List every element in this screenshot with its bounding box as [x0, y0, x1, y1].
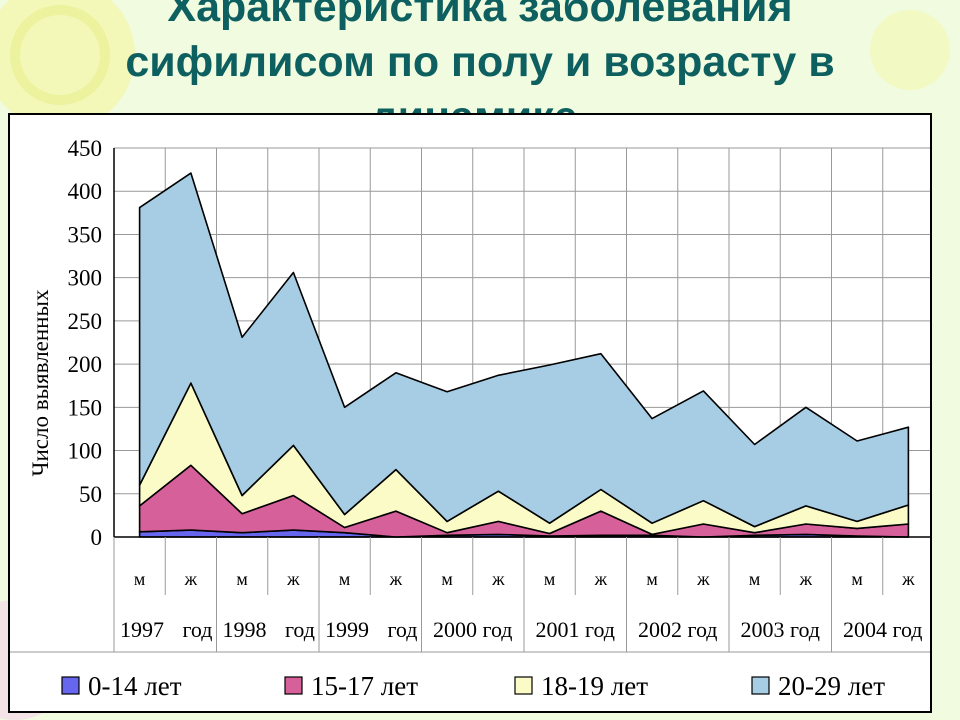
y-tick-label: 0 — [91, 525, 103, 550]
y-tick-label: 100 — [68, 439, 103, 464]
year-label: 2002 год — [638, 617, 718, 642]
year-label-word: год — [182, 617, 212, 642]
grid — [113, 147, 930, 538]
year-label: 2004 год — [843, 617, 923, 642]
x-tick-label: м — [339, 569, 350, 589]
x-tick-label: м — [851, 569, 862, 589]
y-tick-label: 400 — [68, 179, 103, 204]
y-tick-label: 150 — [68, 395, 103, 420]
x-tick-label: ж — [799, 569, 813, 589]
year-label: 2001 год — [535, 617, 615, 642]
x-tick-label: ж — [696, 569, 710, 589]
year-label-word: год — [285, 617, 315, 642]
x-tick-label: м — [236, 569, 247, 589]
legend-swatch-4 — [751, 676, 770, 695]
y-tick-labels: 0 50 100 150 200 250 300 350 400 450 — [68, 136, 103, 550]
y-axis-label: Число выявленных — [28, 289, 53, 476]
x-tick-label: м — [134, 569, 145, 589]
legend-label-4: 20-29 лет — [778, 671, 885, 701]
year-label-number: 1998 — [223, 617, 267, 642]
y-tick-label: 200 — [68, 352, 103, 377]
y-tick-label: 450 — [68, 136, 103, 161]
x-tick-label: м — [646, 569, 657, 589]
year-label: 2000 год — [433, 617, 513, 642]
legend-label-3: 18-19 лет — [541, 671, 648, 701]
chart-frame: 0 50 100 150 200 250 300 350 400 450 м ж м ж м ж м ж м ж м ж… — [8, 113, 932, 713]
x-tick-label: ж — [184, 569, 198, 589]
legend-swatch-3 — [514, 676, 533, 695]
x-category-table: м ж м ж м ж м ж м ж м ж м ж м ж 1997 год 1998 год 1999 год 200… — [10, 537, 930, 653]
year-label: 2003 год — [740, 617, 820, 642]
plot-areas — [138, 172, 910, 538]
x-tick-label: ж — [389, 569, 403, 589]
y-tick-label: 350 — [68, 222, 103, 247]
legend-swatch-2 — [284, 676, 303, 695]
legend-label-2: 15-17 лет — [311, 671, 418, 701]
year-label-word: год — [387, 617, 417, 642]
stacked-area-chart: 0 50 100 150 200 250 300 350 400 450 м ж м ж м ж м ж м ж м ж… — [10, 136, 930, 701]
x-tick-label: ж — [594, 569, 608, 589]
y-tick-label: 250 — [68, 309, 103, 334]
year-label-number: 1999 — [325, 617, 369, 642]
legend-label-1: 0-14 лет — [88, 671, 182, 701]
x-tick-label: ж — [286, 569, 300, 589]
slide-title-line-2: сифилисом по полу и возрасту в — [125, 38, 835, 86]
x-tick-label: м — [749, 569, 760, 589]
x-tick-label: м — [544, 569, 555, 589]
x-tick-label: м — [441, 569, 452, 589]
y-tick-label: 300 — [68, 266, 103, 291]
year-label-number: 1997 — [120, 617, 164, 642]
legend: 0-14 лет 15-17 лет 18-19 лет 20-29 лет — [61, 671, 885, 701]
slide-title-line-1: Характеристика заболевания — [167, 0, 793, 31]
legend-swatch-1 — [61, 676, 80, 695]
x-tick-label: ж — [901, 569, 915, 589]
area-series-4 — [138, 172, 910, 528]
y-tick-label: 50 — [79, 482, 102, 507]
x-tick-label: ж — [491, 569, 505, 589]
